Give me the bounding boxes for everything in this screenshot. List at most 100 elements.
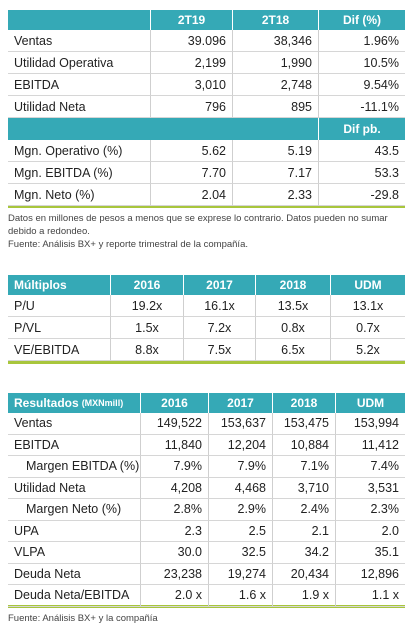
column-header: Dif (%) [318, 10, 405, 30]
value-cell: 5.19 [232, 140, 318, 162]
value-cell: 5.62 [150, 140, 232, 162]
column-header: UDM [335, 393, 405, 413]
value-cell: 12,204 [208, 434, 272, 456]
value-cell: 12,896 [335, 563, 405, 585]
row-label: Deuda Neta [8, 564, 140, 585]
row-label: P/VL [8, 317, 110, 339]
value-cell: 16.1x [183, 295, 255, 317]
row-label: EBITDA [8, 74, 150, 96]
value-cell: 23,238 [140, 563, 208, 585]
value-cell: 9.54% [318, 74, 405, 96]
value-cell: 11,840 [140, 434, 208, 456]
value-cell: 2.1 [272, 520, 335, 542]
row-label: Margen Neto (%) [8, 499, 140, 521]
column-header: 2017 [208, 393, 272, 413]
value-cell: 7.2x [183, 317, 255, 339]
subheader-cell [8, 118, 318, 140]
value-cell: 3,010 [150, 74, 232, 96]
unit-label: (MXNmill) [81, 398, 124, 408]
column-header: 2016 [140, 393, 208, 413]
source: Fuente: Análisis BX+ y la compañía [8, 613, 158, 624]
row-label: Mgn. Operativo (%) [8, 140, 150, 162]
value-cell: 153,994 [335, 413, 405, 435]
value-cell: 796 [150, 96, 232, 118]
value-cell: 38,346 [232, 30, 318, 52]
row-label: Margen EBITDA (%) [8, 456, 140, 478]
table-title: Resultados [14, 396, 79, 410]
value-cell: 2.0 x [140, 585, 208, 607]
row-label: UPA [8, 521, 140, 542]
value-cell: 1.96% [318, 30, 405, 52]
row-label: Utilidad Neta [8, 96, 150, 118]
value-cell: 2,199 [150, 52, 232, 74]
value-cell: 2.9% [208, 499, 272, 521]
value-cell: 43.5 [318, 140, 405, 162]
row-label: P/U [8, 295, 110, 317]
row-label: Mgn. Neto (%) [8, 184, 150, 206]
value-cell: 19,274 [208, 563, 272, 585]
column-header: 2T19 [150, 10, 232, 30]
column-header: Múltiplos [8, 275, 110, 295]
value-cell: 34.2 [272, 542, 335, 564]
column-header: 2T18 [232, 10, 318, 30]
value-cell: 0.7x [330, 317, 405, 339]
value-cell: 895 [232, 96, 318, 118]
column-header: 2018 [272, 393, 335, 413]
column-header: Dif pb. [318, 118, 405, 140]
value-cell: 39.096 [150, 30, 232, 52]
value-cell: 7.70 [150, 162, 232, 184]
value-cell: -11.1% [318, 96, 405, 118]
value-cell: 2.5 [208, 520, 272, 542]
column-header: UDM [330, 275, 405, 295]
value-cell: 7.4% [335, 456, 405, 478]
value-cell: 7.17 [232, 162, 318, 184]
note: Fuente: Análisis BX+ y reporte trimestra… [8, 239, 248, 250]
note: Datos en millones de pesos a menos que s… [8, 213, 388, 237]
value-cell: 13.1x [330, 295, 405, 317]
value-cell: 3,531 [335, 477, 405, 499]
value-cell: 6.5x [255, 339, 330, 361]
row-label: EBITDA [8, 435, 140, 456]
value-cell: 7.9% [208, 456, 272, 478]
row-label: Ventas [8, 413, 140, 435]
separator [8, 205, 405, 208]
value-cell: 1.6 x [208, 585, 272, 607]
value-cell: 11,412 [335, 434, 405, 456]
value-cell: 2.33 [232, 184, 318, 206]
row-label: Ventas [8, 30, 150, 52]
value-cell: 2.0 [335, 520, 405, 542]
value-cell: 5.2x [330, 339, 405, 361]
value-cell: 19.2x [110, 295, 183, 317]
value-cell: 35.1 [335, 542, 405, 564]
value-cell: 2.4% [272, 499, 335, 521]
separator [8, 361, 405, 364]
value-cell: 2,748 [232, 74, 318, 96]
value-cell: 0.8x [255, 317, 330, 339]
value-cell: 149,522 [140, 413, 208, 435]
column-header: 2016 [110, 275, 183, 295]
value-cell: 7.9% [140, 456, 208, 478]
value-cell: 53.3 [318, 162, 405, 184]
value-cell: 20,434 [272, 563, 335, 585]
value-cell: 1.9 x [272, 585, 335, 607]
value-cell: 1.5x [110, 317, 183, 339]
value-cell: 4,468 [208, 477, 272, 499]
value-cell: 2.3 [140, 520, 208, 542]
value-cell: 13.5x [255, 295, 330, 317]
value-cell: 153,637 [208, 413, 272, 435]
header-cell [8, 10, 150, 30]
value-cell: 1.1 x [335, 585, 405, 607]
row-label: Mgn. EBITDA (%) [8, 162, 150, 184]
row-label: Utilidad Neta [8, 478, 140, 499]
column-header: 2017 [183, 275, 255, 295]
header-cell: Resultados (MXNmill) [8, 393, 140, 413]
value-cell: 3,710 [272, 477, 335, 499]
value-cell: 10,884 [272, 434, 335, 456]
row-label: Deuda Neta/EBITDA [8, 585, 140, 607]
row-label: VE/EBITDA [8, 339, 110, 361]
value-cell: 32.5 [208, 542, 272, 564]
value-cell: 153,475 [272, 413, 335, 435]
row-label: Utilidad Operativa [8, 52, 150, 74]
value-cell: 10.5% [318, 52, 405, 74]
